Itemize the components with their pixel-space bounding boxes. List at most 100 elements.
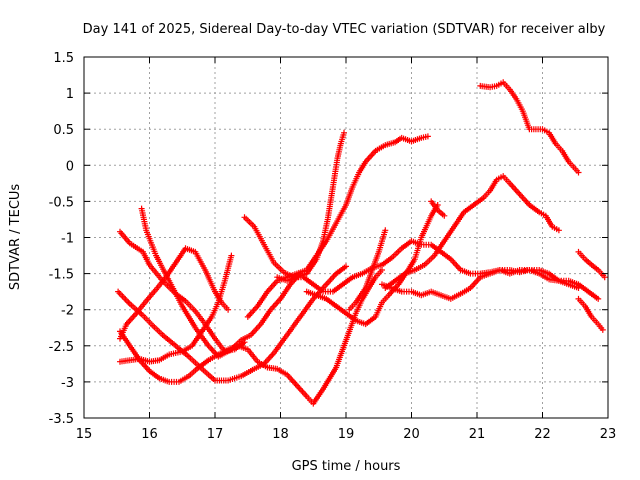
- y-tick-label: -3: [61, 376, 74, 391]
- y-tick-label: -2: [61, 304, 74, 319]
- data-point: [348, 330, 350, 332]
- data-point: [296, 273, 298, 275]
- data-point: [381, 269, 383, 271]
- data-point: [443, 240, 445, 242]
- data-point: [541, 128, 544, 130]
- data-point: [437, 204, 439, 206]
- data-point: [427, 135, 429, 137]
- series-arc-16: [575, 248, 608, 281]
- data-point: [332, 291, 334, 293]
- data-point: [181, 305, 183, 307]
- data-point: [332, 186, 334, 188]
- data-point: [207, 359, 209, 361]
- data-point: [335, 366, 337, 369]
- data-point: [198, 366, 200, 369]
- data-point: [469, 273, 471, 275]
- data-point: [181, 351, 183, 353]
- data-point: [558, 280, 560, 282]
- data-point: [509, 182, 511, 184]
- data-point: [548, 132, 550, 134]
- series-arc-6: [117, 267, 385, 407]
- series-arc-13: [382, 173, 562, 291]
- data-point: [129, 345, 131, 347]
- data-point: [289, 283, 291, 285]
- data-point: [355, 319, 357, 322]
- data-point: [443, 215, 445, 217]
- data-point: [217, 353, 219, 356]
- data-point: [243, 341, 246, 343]
- data-point: [515, 98, 517, 100]
- data-point: [528, 128, 531, 130]
- data-point: [145, 229, 147, 231]
- data-point: [384, 144, 386, 146]
- data-point: [352, 276, 354, 278]
- data-point: [410, 291, 413, 293]
- data-point: [204, 269, 206, 271]
- data-point: [247, 316, 249, 318]
- data-point: [496, 179, 498, 181]
- data-point: [361, 273, 363, 275]
- data-point: [587, 291, 589, 293]
- data-point: [142, 251, 144, 253]
- data-point: [420, 294, 422, 296]
- data-point: [237, 345, 239, 347]
- data-point: [336, 157, 339, 159]
- data-point: [414, 258, 416, 260]
- data-point: [227, 309, 229, 311]
- data-point: [561, 150, 563, 152]
- data-point: [342, 283, 344, 285]
- series-arc-17: [575, 295, 606, 333]
- data-point: [374, 276, 377, 278]
- data-point: [519, 193, 521, 195]
- x-tick-labels: 15 16 17 18 19 20 21 22 23: [76, 427, 617, 442]
- data-point: [296, 384, 298, 387]
- data-point: [129, 242, 131, 244]
- data-point: [148, 361, 151, 363]
- data-point: [306, 273, 308, 275]
- data-point: [276, 280, 278, 282]
- data-point: [473, 204, 475, 206]
- series-arc-15: [477, 79, 582, 176]
- y-tick-label: -1: [61, 232, 74, 247]
- series-arc-11: [346, 227, 389, 313]
- data-point: [391, 257, 393, 259]
- data-point: [247, 348, 249, 350]
- data-point: [430, 291, 432, 293]
- data-point: [496, 85, 498, 87]
- data-point: [381, 264, 383, 266]
- data-point: [430, 244, 432, 246]
- y-tick-label: -2.5: [49, 340, 74, 355]
- data-point: [424, 264, 426, 266]
- data-point: [440, 251, 442, 253]
- data-point: [191, 345, 193, 347]
- data-point: [207, 345, 209, 347]
- data-point: [243, 216, 246, 218]
- data-point: [568, 161, 570, 163]
- data-point: [450, 258, 452, 260]
- data-point: [194, 327, 196, 329]
- data-point: [499, 269, 501, 271]
- data-point: [577, 283, 580, 285]
- data-point: [286, 276, 288, 278]
- data-point: [568, 280, 570, 282]
- data-point: [489, 190, 491, 192]
- data-point: [538, 269, 540, 271]
- chart-title: Day 141 of 2025, Sidereal Day-to-day VTE…: [83, 22, 606, 37]
- data-point: [227, 379, 229, 382]
- data-point: [335, 222, 337, 224]
- data-point: [365, 323, 367, 325]
- data-point: [545, 215, 547, 217]
- data-point: [365, 287, 367, 289]
- data-point: [345, 204, 347, 206]
- data-point: [279, 298, 282, 300]
- data-point: [483, 197, 485, 199]
- data-point: [152, 325, 154, 327]
- data-point: [266, 291, 268, 293]
- data-point: [325, 283, 327, 285]
- data-point: [276, 368, 278, 370]
- data-point: [401, 291, 403, 293]
- data-point: [129, 303, 131, 305]
- y-tick-label: 0.5: [53, 123, 74, 138]
- data-point: [188, 356, 190, 358]
- data-point: [312, 283, 314, 285]
